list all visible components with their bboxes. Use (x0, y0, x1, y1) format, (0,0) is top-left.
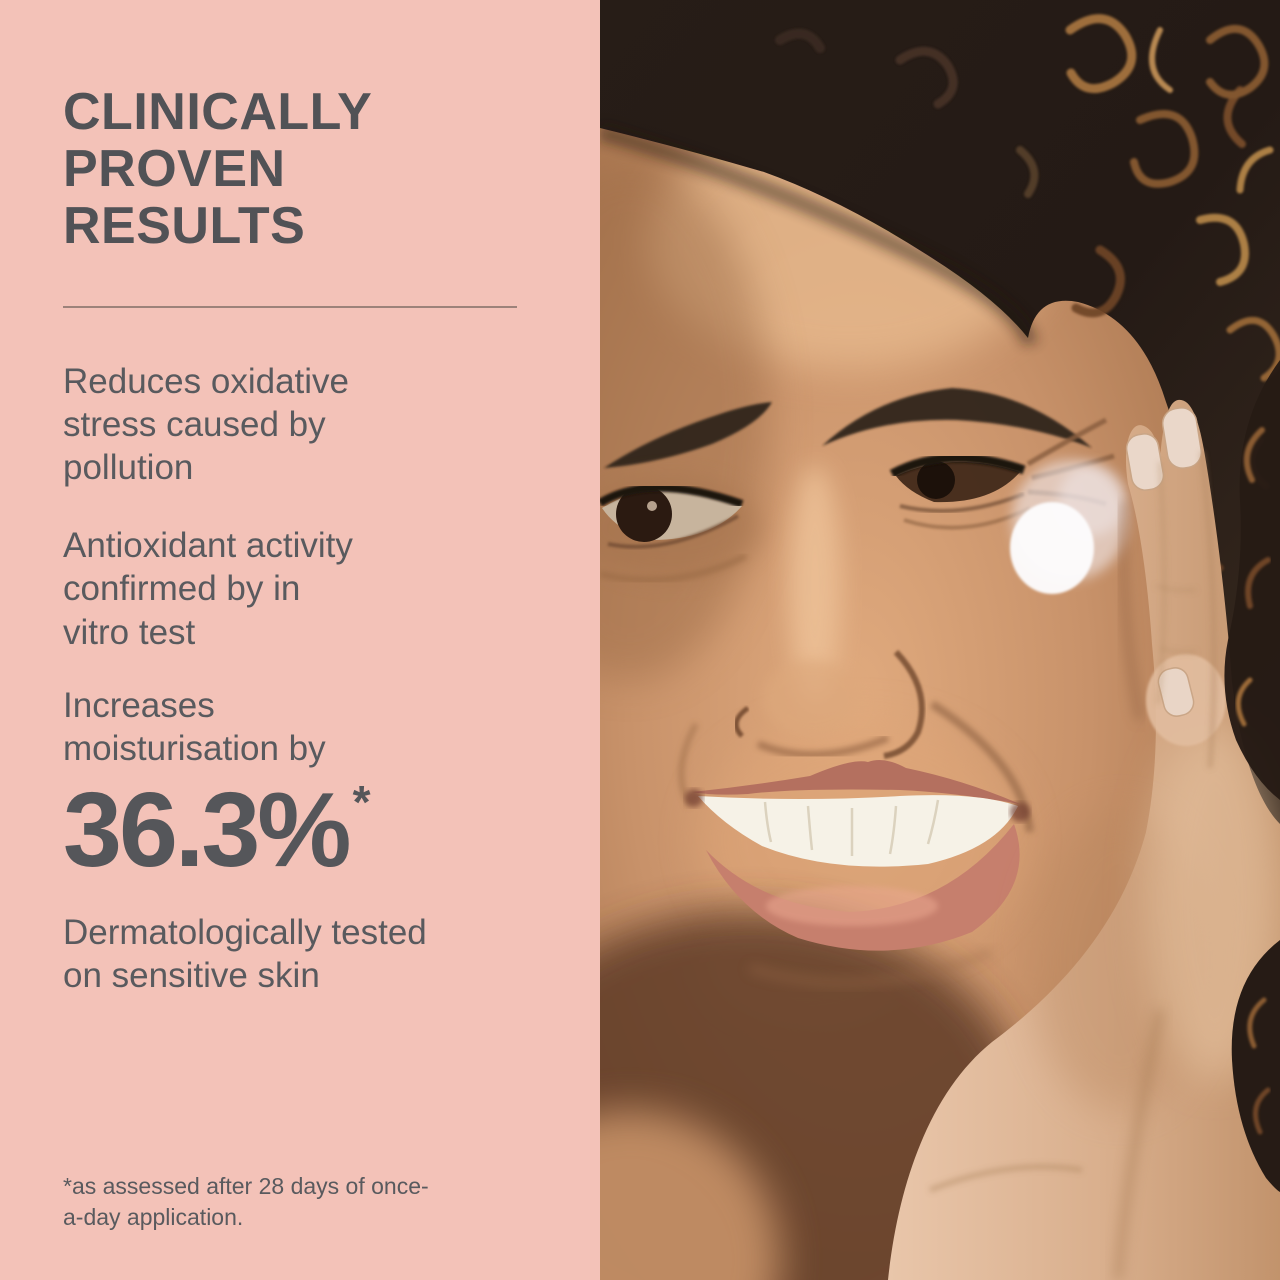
stat-value: 36.3% (63, 770, 352, 889)
claims-panel: CLINICALLY PROVEN RESULTS Reduces oxidat… (0, 0, 600, 1280)
model-photo (600, 0, 1280, 1280)
stat-moisturisation: 36.3%* (63, 777, 542, 883)
headline: CLINICALLY PROVEN RESULTS (63, 83, 542, 256)
model-photo-illustration (600, 0, 1280, 1280)
finger-creases (929, 451, 1217, 1193)
headline-line-1: CLINICALLY (63, 83, 373, 141)
claim-moisturisation-lead: Increases moisturisation by (63, 685, 326, 769)
hand (888, 399, 1280, 1280)
mouth (685, 760, 1030, 987)
eyebrows (604, 388, 1092, 468)
divider-rule (63, 305, 517, 308)
claim-dermatologically-tested: Dermatologically tested on sensitive ski… (63, 912, 427, 996)
cream-dollop (1010, 460, 1128, 594)
footnote: *as assessed after 28 days of once- a-da… (63, 1173, 429, 1230)
claim-antioxidant-activity: Antioxidant activity confirmed by in vit… (63, 525, 353, 652)
hair-foreground (1224, 360, 1280, 1192)
headline-line-2: PROVEN RESULTS (63, 140, 306, 256)
stat-asterisk: * (352, 775, 371, 828)
fingernails (1125, 407, 1203, 717)
nose (733, 649, 925, 759)
teeth-lines (763, 799, 940, 856)
left-eye (600, 478, 762, 583)
hair-foreground-curls (1235, 427, 1271, 1135)
claim-oxidative-stress: Reduces oxidative stress caused by pollu… (63, 361, 349, 488)
